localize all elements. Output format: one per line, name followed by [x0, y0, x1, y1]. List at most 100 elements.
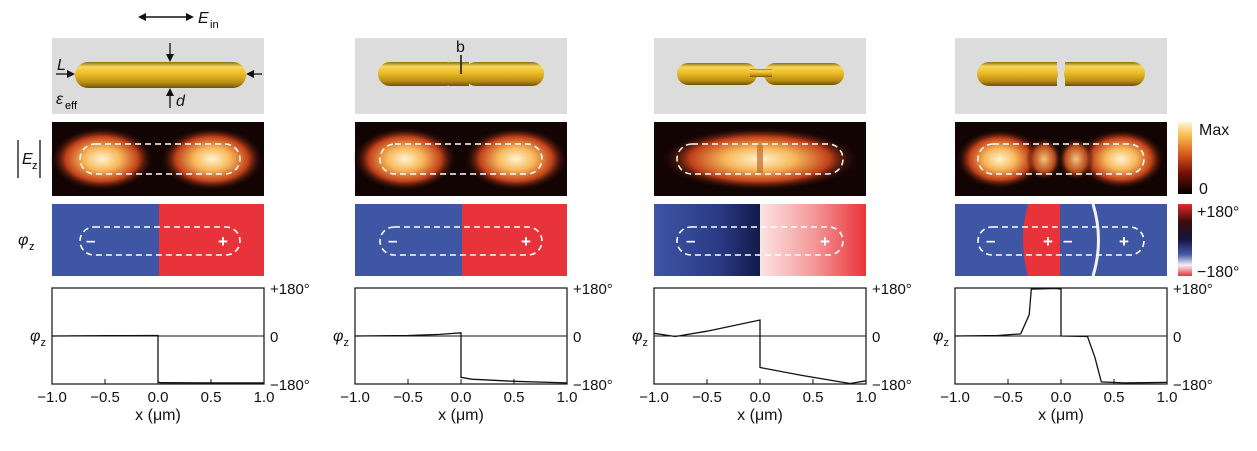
field-panel-1: [50, 122, 264, 196]
x-tick-label: −1.0: [639, 389, 669, 406]
y-tick-label: 0: [270, 329, 278, 346]
length-label: L: [57, 57, 66, 74]
phase-panel-2: – +: [355, 204, 567, 276]
field-colorbar: Max 0: [1178, 122, 1229, 198]
schematic-panel-3: [654, 38, 866, 114]
svg-text:z: z: [32, 160, 38, 172]
x-tick-label: 0.0: [1051, 389, 1072, 406]
y-tick-label: −180°: [1173, 377, 1213, 394]
eps-label: ε: [56, 91, 64, 108]
x-tick-label: −0.5: [393, 389, 423, 406]
nanorod-right: [764, 63, 844, 85]
svg-text:φ: φ: [18, 232, 28, 249]
schematic-panel-4: [955, 38, 1167, 114]
y-axis-label: φz: [30, 328, 46, 349]
incident-field-annotation: E in: [138, 10, 219, 31]
phase-series-line: [51, 334, 264, 384]
x-tick-label: 0.5: [504, 389, 525, 406]
y-axis-label: φz: [933, 328, 949, 349]
gap-label: b: [456, 39, 465, 56]
arrow-left-icon: [246, 70, 254, 78]
y-tick-label: −180°: [270, 377, 310, 394]
field-min-label: 0: [1199, 181, 1208, 198]
x-tick-label: −0.5: [90, 389, 120, 406]
phase-series-line: [653, 319, 867, 385]
x-axis-label: x (μm): [737, 407, 783, 424]
phase-max-label: +180°: [1197, 204, 1239, 221]
svg-text:E: E: [22, 151, 33, 168]
arrow-head-left-icon: [138, 13, 146, 21]
x-axis-label: x (μm): [438, 407, 484, 424]
arrow-right-icon: [67, 70, 75, 78]
x-tick-label: 0.0: [451, 389, 472, 406]
x-tick-label: 0.5: [1104, 389, 1125, 406]
bridge: [750, 69, 772, 77]
y-tick-label: 0: [1173, 329, 1181, 346]
y-tick-label: +180°: [872, 281, 912, 298]
x-tick-label: 0.0: [148, 389, 169, 406]
e-in-sub: in: [210, 19, 219, 31]
x-tick-label: −0.5: [692, 389, 722, 406]
minus-sign: –: [986, 231, 995, 250]
arrow-up-icon: [166, 88, 174, 96]
nanorod-left: [378, 62, 458, 86]
minus-sign: –: [1063, 231, 1072, 250]
phase-panel-4: – + – +: [955, 203, 1167, 277]
phase-series-line: [954, 287, 1168, 384]
nanorod: [75, 62, 246, 88]
phase-colorbar: +180° −180°: [1178, 204, 1239, 281]
x-tick-label: 1.0: [557, 389, 578, 406]
x-tick-label: 1.0: [254, 389, 275, 406]
x-axis-label: x (μm): [1038, 407, 1084, 424]
nanorod-right: [464, 62, 544, 86]
phase-min-label: −180°: [1197, 264, 1239, 281]
x-tick-label: 0.5: [201, 389, 222, 406]
e-in-label: E: [198, 10, 209, 27]
y-tick-label: +180°: [270, 281, 310, 298]
plus-sign: +: [1043, 232, 1053, 251]
y-tick-label: 0: [573, 329, 581, 346]
plus-sign: +: [218, 232, 228, 251]
x-tick-label: −1.0: [37, 389, 67, 406]
y-axis-label: φz: [333, 328, 349, 349]
field-row: E z: [17, 122, 1229, 198]
phase-panel-1: – +: [52, 204, 264, 276]
x-tick-label: 0.5: [803, 389, 824, 406]
y-tick-label: +180°: [1173, 281, 1213, 298]
nanorod-left: [677, 63, 757, 85]
x-tick-label: −0.5: [993, 389, 1023, 406]
ez-row-label: E z: [17, 140, 41, 178]
plus-sign: +: [521, 232, 531, 251]
schematic-panel-1: d L ε eff: [52, 38, 264, 114]
x-tick-label: −1.0: [940, 389, 970, 406]
y-tick-label: 0: [872, 329, 880, 346]
svg-text:z: z: [29, 241, 35, 253]
phase-plot-2: −1.0 −0.5 0.0 0.5 1.0 +180° 0 −180° x (μm) φz: [333, 281, 613, 424]
phase-panel-3: – +: [654, 204, 866, 276]
phase-plot-3: −1.0 −0.5 0.0 0.5 1.0 +180° 0 −180° x (μm) φz: [632, 281, 912, 424]
phase-series-line: [354, 332, 568, 384]
x-tick-label: 1.0: [1157, 389, 1178, 406]
field-panel-3: [654, 122, 866, 196]
nanorod-right: [1064, 62, 1145, 86]
schematic-row: d L ε eff b: [52, 38, 1167, 114]
diameter-label: d: [176, 93, 186, 110]
eps-sub: eff: [65, 100, 78, 112]
phase-plot-4: −1.0 −0.5 0.0 0.5 1.0 +180° 0 −180° x (μm) φz: [933, 281, 1213, 424]
nanorod-left: [977, 62, 1058, 86]
schematic-panel-2: b: [355, 38, 567, 114]
y-tick-label: +180°: [573, 281, 613, 298]
x-axis-label: x (μm): [135, 407, 181, 424]
minus-sign: –: [686, 231, 695, 250]
phi-row-label: φ z: [18, 232, 35, 253]
field-max-label: Max: [1199, 122, 1229, 139]
arrow-down-icon: [166, 54, 174, 62]
plus-sign: +: [1119, 232, 1129, 251]
x-tick-label: 0.0: [750, 389, 771, 406]
y-tick-label: −180°: [872, 377, 912, 394]
phase-row: φ z – + – + – +: [18, 203, 1239, 281]
phase-plot-1: −1.0 −0.5 0.0 0.5 1.0 +180° 0 −180° x (μm) φz: [30, 281, 310, 424]
arrow-head-right-icon: [186, 13, 194, 21]
